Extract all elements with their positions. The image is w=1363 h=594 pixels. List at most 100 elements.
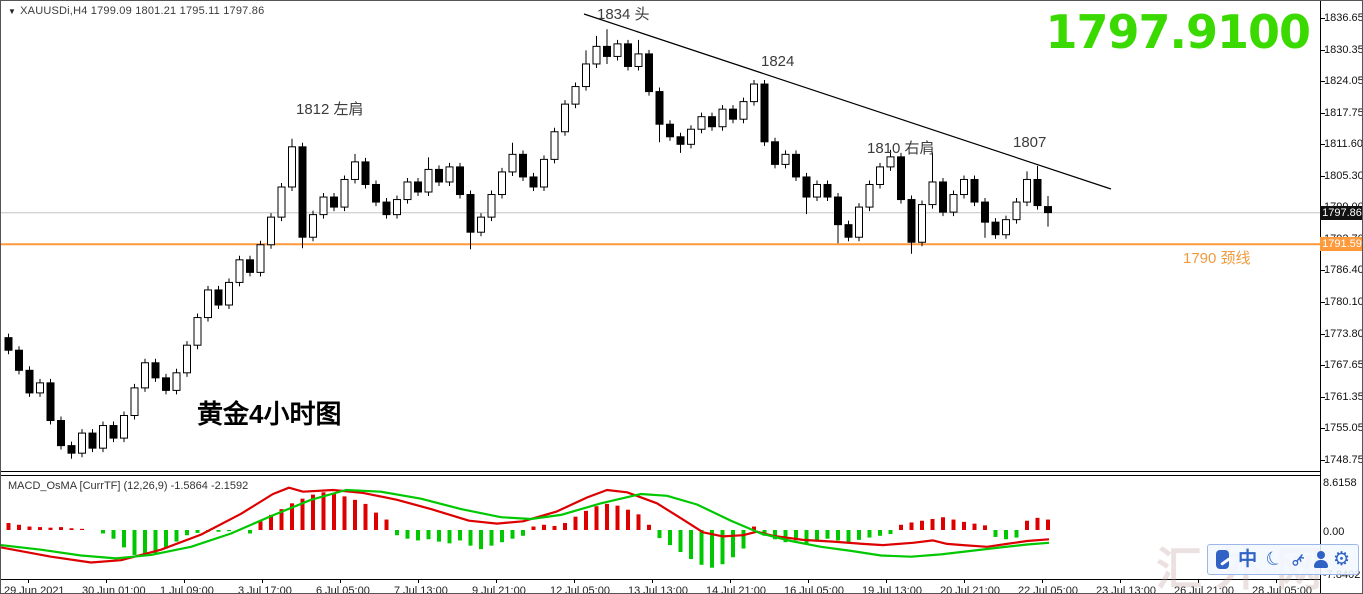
time-axis-label: 22 Jul 05:00 xyxy=(1018,585,1078,594)
bear-candle xyxy=(57,420,65,447)
time-axis-tick xyxy=(106,579,107,583)
descending-trendline[interactable] xyxy=(583,13,1112,190)
bear-candle xyxy=(466,194,475,233)
macd-histogram-bar xyxy=(27,526,32,530)
current-price-display: 1797.9100 xyxy=(1045,5,1311,59)
bear-candle xyxy=(330,196,338,208)
bull-candle xyxy=(183,344,191,374)
bull-candle xyxy=(561,103,569,133)
bull-candle xyxy=(172,372,181,391)
price-axis-border xyxy=(1320,1,1321,593)
key-icon[interactable]: ⚷ xyxy=(1287,548,1310,571)
bull-candle xyxy=(225,281,233,306)
bear-candle xyxy=(897,156,905,201)
macd-histogram-bar xyxy=(909,522,914,530)
bull-candle xyxy=(613,43,622,57)
bull-candle xyxy=(141,362,149,389)
chart-annotation: 1812 左肩 xyxy=(296,101,364,118)
time-axis-label: 16 Jul 05:00 xyxy=(784,585,844,594)
time-axis-label: 23 Jul 13:00 xyxy=(1096,585,1156,594)
bull-candle xyxy=(393,199,401,216)
pane-separator[interactable] xyxy=(1,475,1320,476)
time-axis-label: 12 Jul 05:00 xyxy=(550,585,610,594)
time-axis-tick xyxy=(652,579,653,583)
macd-histogram-bar xyxy=(699,530,704,565)
time-axis-line xyxy=(1,579,1320,580)
bull-candle xyxy=(928,181,937,206)
chevron-down-icon[interactable]: ▼ xyxy=(8,7,17,16)
dial-icon[interactable] xyxy=(1216,550,1230,569)
macd-green-line xyxy=(1,488,1050,560)
bull-candle xyxy=(1002,219,1010,236)
bear-candle xyxy=(519,153,527,178)
price-axis-tick xyxy=(1320,334,1325,335)
price-axis-label: 1755.05 xyxy=(1324,422,1363,434)
bear-candle xyxy=(792,153,800,178)
macd-histogram-bar xyxy=(384,519,389,530)
bear-candle xyxy=(991,221,1000,236)
pane-separator[interactable] xyxy=(1,471,1320,472)
bull-candle xyxy=(403,181,412,201)
macd-histogram-bar xyxy=(227,530,231,532)
time-axis-tick xyxy=(730,579,731,583)
bear-candle xyxy=(771,141,779,165)
moon-icon[interactable]: ☾ xyxy=(1262,546,1287,573)
macd-histogram-bar xyxy=(1035,517,1040,530)
time-axis-label: 29 Jun 2021 xyxy=(4,585,65,594)
bear-candle xyxy=(1033,178,1042,207)
bull-candle xyxy=(781,153,790,165)
bear-candle xyxy=(361,161,370,185)
macd-histogram-bar xyxy=(857,530,861,540)
chart-annotation: 1810 右肩 xyxy=(867,140,935,157)
bear-candle xyxy=(151,362,160,379)
macd-histogram-bar xyxy=(668,530,672,546)
macd-histogram-bar xyxy=(720,530,725,565)
bull-candle xyxy=(813,183,821,198)
symbol-ohlc-text: XAUUSDi,H4 1799.09 1801.21 1795.11 1797.… xyxy=(20,5,265,17)
macd-histogram-bar xyxy=(269,514,273,530)
macd-histogram-bar xyxy=(626,509,630,530)
person-icon[interactable] xyxy=(1313,550,1329,569)
chart-annotation: 黄金4小时图 xyxy=(197,399,342,429)
bull-candle xyxy=(1012,201,1021,221)
macd-histogram-bar xyxy=(647,524,651,530)
price-axis-tick xyxy=(1320,302,1325,303)
price-axis-tick xyxy=(1320,397,1325,398)
macd-histogram-bar xyxy=(216,530,221,532)
macd-histogram-bar xyxy=(741,530,746,549)
price-axis-label: 1767.65 xyxy=(1324,359,1363,371)
bear-candle xyxy=(603,45,611,57)
time-axis-tick xyxy=(1198,579,1199,583)
bear-candle xyxy=(666,123,674,138)
time-axis-label: 20 Jul 21:00 xyxy=(940,585,1000,594)
chart-annotation: 1834 头 xyxy=(597,6,650,23)
macd-histogram-bar xyxy=(195,530,200,533)
time-axis-tick xyxy=(574,579,575,583)
macd-histogram-bar xyxy=(416,530,420,541)
macd-histogram-bar xyxy=(710,530,714,568)
macd-histogram-bar xyxy=(941,517,945,530)
gear-icon[interactable]: ⚙ xyxy=(1332,549,1350,570)
bear-candle xyxy=(676,136,685,145)
bear-candle xyxy=(834,196,842,226)
bull-candle xyxy=(886,156,895,168)
macd-histogram-bar xyxy=(930,518,935,530)
price-axis-tick xyxy=(1320,144,1325,145)
bull-candle xyxy=(319,196,328,216)
macd-histogram-bar xyxy=(773,530,777,540)
macd-histogram-bar xyxy=(888,530,893,535)
price-tag[interactable]: 1791.59 xyxy=(1320,237,1362,251)
macd-histogram-bar xyxy=(447,530,452,544)
zhong-icon[interactable]: 中 xyxy=(1238,549,1258,570)
bull-candle xyxy=(865,183,874,208)
macd-histogram-bar xyxy=(794,530,798,541)
time-axis-tick xyxy=(1042,579,1043,583)
time-axis-tick xyxy=(886,579,887,583)
price-axis-tick xyxy=(1320,428,1325,429)
macd-histogram-bar xyxy=(185,530,189,536)
bull-candle xyxy=(477,216,485,233)
macd-histogram-bar xyxy=(353,499,357,530)
macd-histogram-bar xyxy=(290,503,294,530)
time-axis-label: 9 Jul 21:00 xyxy=(472,585,526,594)
